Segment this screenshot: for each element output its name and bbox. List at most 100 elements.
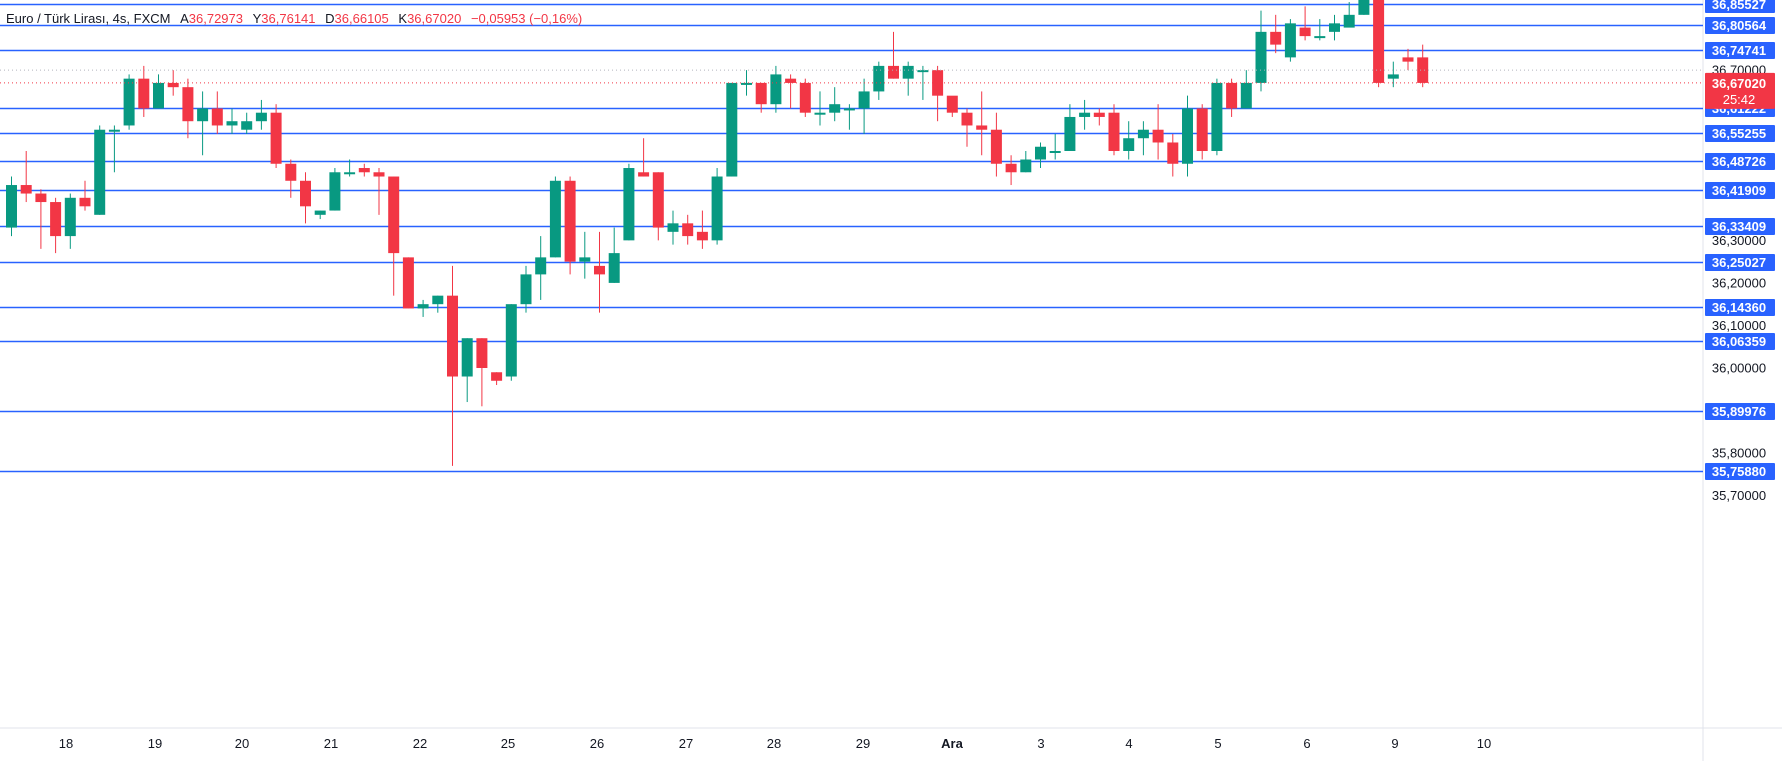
candle-down[interactable] [373,168,385,215]
candle-up[interactable] [241,112,253,134]
candle-down[interactable] [79,180,91,211]
candle-up[interactable] [108,125,120,173]
candle-down[interactable] [285,159,297,198]
candle-up[interactable] [461,338,473,403]
candle-down[interactable] [696,210,708,249]
candle-down[interactable] [932,65,944,122]
candle-up[interactable] [520,265,532,313]
candle-down[interactable] [50,197,62,254]
candle-down[interactable] [1226,78,1238,117]
candle-down[interactable] [1299,6,1311,41]
candle-down[interactable] [888,31,899,79]
candle-down[interactable] [961,108,973,147]
candle-up[interactable] [226,108,238,134]
candle-down[interactable] [755,82,767,113]
candle-down[interactable] [20,150,32,203]
candle-up[interactable] [873,61,885,100]
candle-up[interactable] [1314,19,1326,41]
candle-down[interactable] [652,172,664,241]
candle-down[interactable] [990,112,1002,177]
candle-up[interactable] [1020,150,1032,173]
candle-up[interactable] [1211,78,1223,156]
candle-down[interactable] [1270,14,1282,54]
candle-up[interactable] [153,74,164,109]
candle-down[interactable] [946,95,958,117]
candle-up[interactable] [329,168,341,211]
candle-down[interactable] [491,372,503,386]
candle-up[interactable] [1284,19,1296,62]
candle-up[interactable] [417,299,429,317]
candle-up[interactable] [741,70,752,96]
candle-up[interactable] [505,304,517,381]
candle-down[interactable] [358,163,370,177]
candle-up[interactable] [770,65,782,113]
candle-up[interactable] [917,65,929,100]
candle-up[interactable] [623,163,635,241]
candle-down[interactable] [1167,133,1179,177]
candle-up[interactable] [1049,133,1061,160]
candle-down[interactable] [35,189,47,249]
candle-up[interactable] [814,91,826,126]
candle-down[interactable] [447,265,458,466]
candle-down[interactable] [682,214,694,245]
candle-up[interactable] [64,193,76,249]
candle-down[interactable] [1373,0,1385,88]
candle-up[interactable] [1182,95,1193,177]
candle-body [1270,31,1282,45]
candle-up[interactable] [432,295,444,313]
candle-up[interactable] [667,210,679,245]
candle-down[interactable] [1196,104,1208,160]
candle-down[interactable] [638,138,650,177]
candle-up[interactable] [1064,104,1076,151]
candle-up[interactable] [829,87,841,122]
candle-up[interactable] [1329,14,1340,41]
candle-up[interactable] [255,99,267,130]
candle-down[interactable] [564,176,576,275]
candle-up[interactable] [1079,99,1091,130]
candle-down[interactable] [1402,48,1414,71]
candle-down[interactable] [799,78,811,117]
candle-up[interactable] [197,91,209,156]
candle-up[interactable] [1035,142,1046,169]
candle-down[interactable] [167,70,179,96]
candle-up[interactable] [608,227,620,283]
candle-down[interactable] [211,91,223,134]
candle-down[interactable] [1152,104,1164,160]
candle-down[interactable] [594,231,605,313]
candle-down[interactable] [1108,104,1120,156]
candle-up[interactable] [549,176,561,258]
candle-up[interactable] [535,236,547,300]
candle-down[interactable] [300,172,311,224]
candle-up[interactable] [726,82,738,177]
candle-up[interactable] [344,159,356,177]
candle-down[interactable] [476,338,488,407]
candle-down[interactable] [138,65,150,117]
candle-down[interactable] [1005,155,1017,186]
candle-down[interactable] [402,257,414,309]
candle-down[interactable] [270,104,282,169]
candle-up[interactable] [6,176,17,237]
candle-down[interactable] [976,91,988,156]
candle-up[interactable] [1343,2,1355,28]
candle-down[interactable] [182,78,194,139]
candle-down[interactable] [388,176,400,296]
candle-up[interactable] [579,231,591,279]
candle-up[interactable] [1240,70,1252,109]
candle-down[interactable] [785,74,797,109]
candle-up[interactable] [1358,0,1370,15]
candle-down[interactable] [1417,44,1429,88]
candle-up[interactable] [314,210,326,220]
candle-up[interactable] [843,104,855,130]
candle-up[interactable] [94,125,106,215]
candle-up[interactable] [1255,10,1267,92]
plot-area[interactable] [0,0,1703,728]
candle-up[interactable] [711,168,723,245]
candle-up[interactable] [902,61,914,96]
candle-up[interactable] [858,78,870,134]
candle-up[interactable] [123,74,135,130]
candle-up[interactable] [1387,61,1399,88]
candle-up[interactable] [1137,121,1149,156]
candle-up[interactable] [1123,121,1135,160]
candle-down[interactable] [1093,108,1105,126]
